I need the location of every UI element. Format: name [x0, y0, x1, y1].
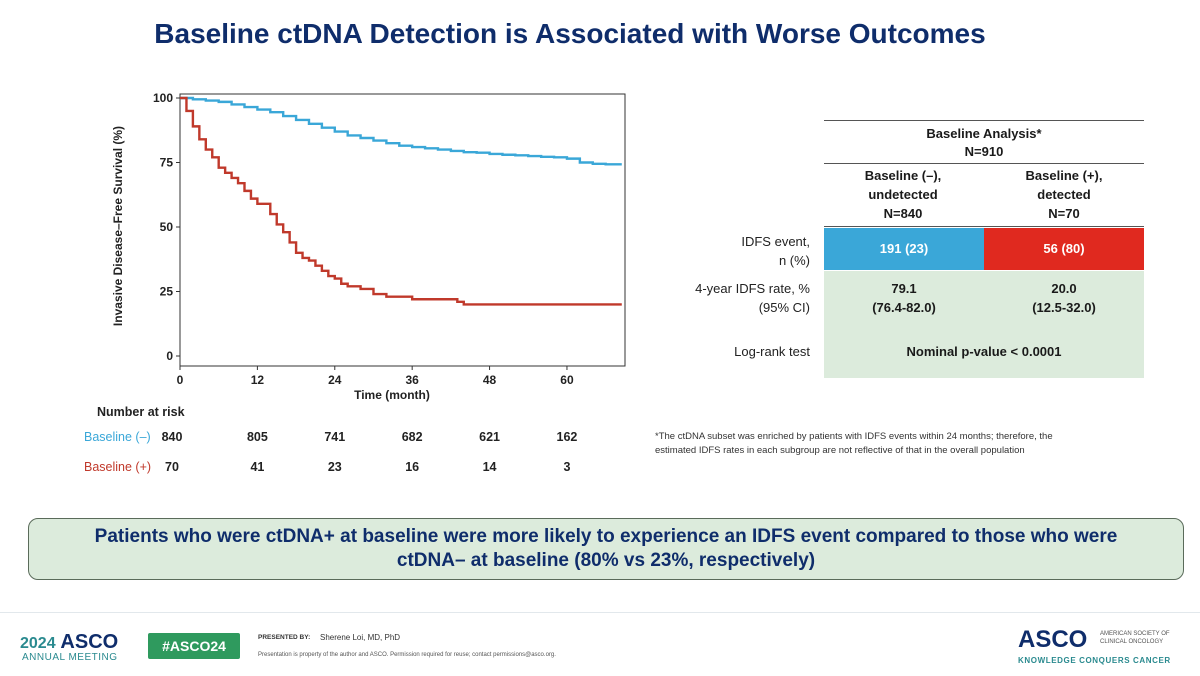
footer: 2024 ASCO ANNUAL MEETING #ASCO24 PRESENT… [0, 612, 1200, 676]
x-tick-label: 0 [177, 373, 184, 387]
x-tick-label: 12 [251, 373, 265, 387]
idfs-event-pos-value: 56 (80) [1043, 241, 1085, 256]
idfs-rate-pos-ci: (12.5-32.0) [1032, 300, 1096, 315]
idfs-event-neg-cell: 191 (23) [824, 228, 984, 270]
conclusion-line-1: Patients who were ctDNA+ at baseline wer… [94, 526, 1118, 547]
slide-title: Baseline ctDNA Detection is Associated w… [154, 18, 986, 49]
table-rule-top [824, 120, 1144, 121]
x-tick-label: 36 [405, 373, 419, 387]
col-neg-line2: undetected [868, 187, 938, 202]
idfs-rate-label-2: (95% CI) [758, 300, 810, 315]
footnote-line-2: estimated IDFS rates in each subgroup ar… [655, 445, 1025, 456]
tick-layer: 0 12 24 36 48 60 0 25 50 75 100 [153, 91, 574, 387]
society-line-1: AMERICAN SOCIETY OF [1100, 631, 1170, 637]
risk-table-title: Number at risk [97, 405, 185, 419]
x-tick-label: 24 [328, 373, 342, 387]
col-neg-line3: N=840 [883, 206, 923, 221]
x-axis-title: Time (month) [354, 388, 430, 402]
y-axis-title: Invasive Disease–Free Survival (%) [111, 126, 125, 326]
risk-value: 621 [479, 430, 500, 444]
table-rule-header [824, 226, 1144, 227]
risk-value: 805 [247, 430, 268, 444]
hashtag-badge: #ASCO24 [148, 633, 240, 659]
idfs-rate-neg-ci: (76.4-82.0) [872, 300, 936, 315]
risk-value: 23 [328, 460, 342, 474]
risk-value: 16 [405, 460, 419, 474]
conclusion-box: Patients who were ctDNA+ at baseline wer… [28, 518, 1184, 580]
km-curve-baseline-negative [180, 96, 622, 166]
x-tick-label: 60 [560, 373, 574, 387]
asco-tagline: KNOWLEDGE CONQUERS CANCER [1018, 656, 1171, 665]
footer-divider [0, 612, 1200, 613]
risk-table-values: 840 805 741 682 621 162 70 41 23 16 14 3 [162, 430, 578, 474]
society-line-2: CLINICAL ONCOLOGY [1100, 639, 1164, 645]
footnote: *The ctDNA subset was enriched by patien… [655, 430, 1185, 458]
risk-value: 41 [250, 460, 264, 474]
risk-value: 3 [563, 460, 570, 474]
table-title: Baseline Analysis* [926, 126, 1042, 141]
y-tick-label: 0 [166, 349, 173, 363]
baseline-analysis-table: Baseline Analysis* N=910 Baseline (–), u… [620, 120, 1144, 378]
col-header-negative: Baseline (–), undetected N=840 [824, 166, 982, 223]
idfs-event-label-2: n (%) [778, 253, 810, 268]
km-curve-baseline-positive [180, 96, 622, 306]
footnote-line-1: *The ctDNA subset was enriched by patien… [655, 431, 1053, 442]
idfs-event-pos-cell: 56 (80) [984, 228, 1144, 270]
y-tick-label: 25 [160, 285, 174, 299]
society-name: AMERICAN SOCIETY OF CLINICAL ONCOLOGY [1100, 630, 1190, 646]
col-pos-line1: Baseline (+), [1025, 168, 1103, 183]
risk-value: 741 [324, 430, 345, 444]
idfs-rate-label-1: 4-year IDFS rate, % [695, 281, 810, 296]
meeting-year: 2024 [20, 635, 56, 652]
plot-border [179, 93, 626, 367]
col-pos-line3: N=70 [1048, 206, 1080, 221]
table-n: N=910 [964, 144, 1004, 159]
idfs-rate-pos-value: 20.0 [1051, 281, 1077, 296]
conclusion-line-2: ctDNA– at baseline (80% vs 23%, respecti… [396, 550, 816, 571]
risk-value: 840 [162, 430, 183, 444]
presented-by-label: PRESENTED BY: [258, 634, 311, 641]
idfs-rate-neg: 79.1 (76.4-82.0) [824, 279, 984, 317]
idfs-event-neg-value: 191 (23) [879, 241, 929, 256]
meeting-brand: ASCO [60, 631, 119, 653]
table-rule-mid [824, 163, 1144, 164]
row-label-idfs-event: IDFS event, n (%) [620, 232, 810, 270]
risk-value: 162 [557, 430, 578, 444]
risk-value: 682 [402, 430, 423, 444]
col-header-positive: Baseline (+), detected N=70 [984, 166, 1144, 223]
idfs-rate-neg-value: 79.1 [891, 281, 917, 296]
asco-logo: ASCO [1018, 626, 1088, 653]
idfs-rate-pos: 20.0 (12.5-32.0) [984, 279, 1144, 317]
row-label-idfs-rate: 4-year IDFS rate, % (95% CI) [620, 279, 810, 317]
idfs-event-label-1: IDFS event, [741, 234, 810, 249]
col-neg-line1: Baseline (–), [864, 168, 942, 183]
y-tick-label: 75 [160, 156, 174, 170]
presenter-name: Sherene Loi, MD, PhD [320, 633, 401, 642]
meeting-logo: 2024 ASCO [20, 631, 118, 654]
y-tick-label: 100 [153, 91, 173, 105]
risk-value: 70 [165, 460, 179, 474]
risk-value: 14 [483, 460, 497, 474]
km-chart: 0 12 24 36 48 60 0 25 50 75 100 Time (month) Invas… [84, 91, 626, 474]
col-pos-line2: detected [1037, 187, 1091, 202]
y-tick-label: 50 [160, 220, 174, 234]
risk-row-neg-label: Baseline (–) [84, 430, 151, 444]
green-block [824, 271, 1144, 378]
x-tick-label: 48 [483, 373, 497, 387]
logrank-label: Log-rank test [734, 344, 810, 359]
plot-frame [179, 93, 626, 367]
meeting-subtitle: ANNUAL MEETING [22, 652, 118, 663]
risk-row-pos-label: Baseline (+) [84, 460, 151, 474]
series-layer [180, 96, 622, 306]
permission-note: Presentation is property of the author a… [258, 652, 556, 658]
logrank-value: Nominal p-value < 0.0001 [906, 344, 1062, 359]
